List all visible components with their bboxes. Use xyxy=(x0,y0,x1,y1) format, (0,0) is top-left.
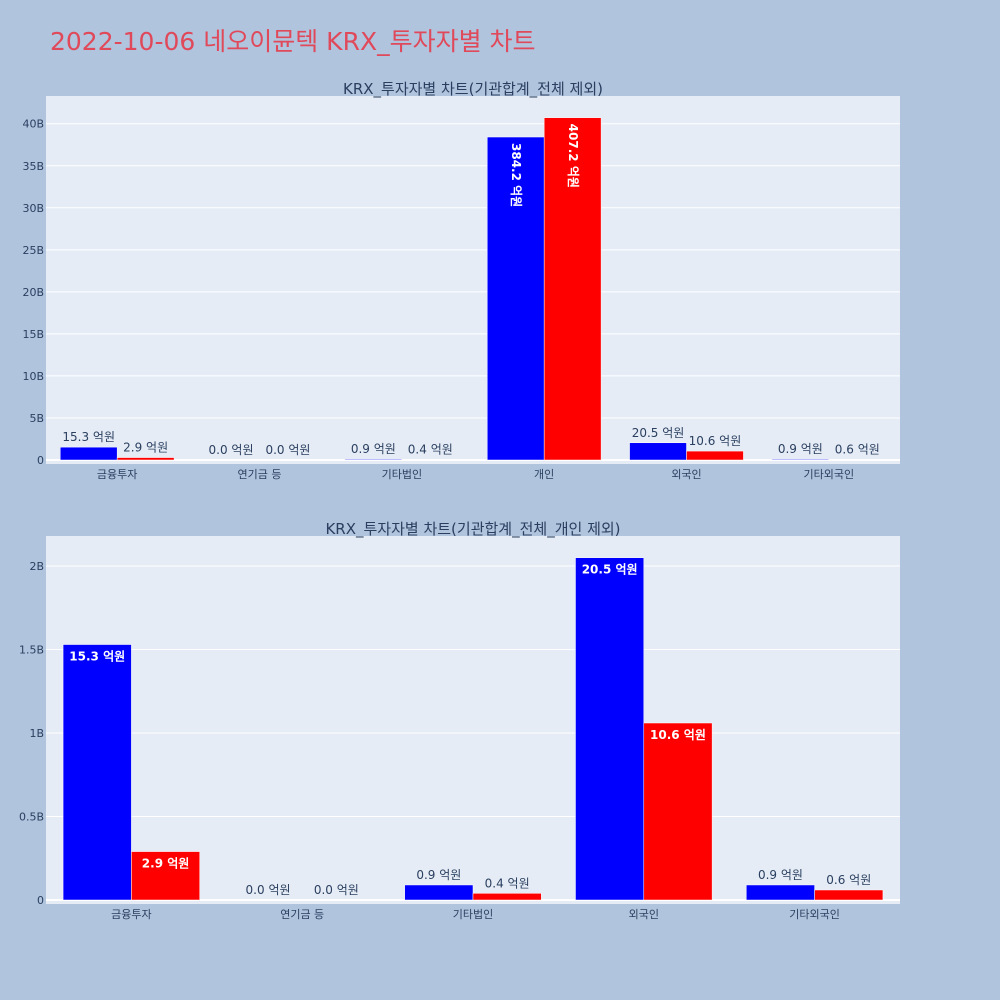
x-tick-label: 개인 xyxy=(534,468,554,481)
data-label: 0.9 억원 xyxy=(758,868,803,882)
data-label: 15.3 억원 xyxy=(62,430,115,444)
x-tick-label: 기타법인 xyxy=(382,468,422,481)
bar-기타외국인-2 xyxy=(828,459,887,461)
data-label: 0.0 억원 xyxy=(314,883,359,897)
x-tick-label: 금융투자 xyxy=(111,908,151,921)
y-tick-label: 0 xyxy=(37,894,44,907)
x-tick-label: 기타법인 xyxy=(453,908,493,921)
x-tick-label: 금융투자 xyxy=(97,468,137,481)
data-label: 0.6 억원 xyxy=(826,873,871,887)
bar-외국인-1 xyxy=(629,442,687,461)
data-label: 0.4 억원 xyxy=(408,443,453,457)
x-tick-label: 연기금 등 xyxy=(238,468,282,481)
plot-area-1 xyxy=(46,96,900,464)
data-label: 15.3 억원 xyxy=(69,650,125,664)
y-tick-label: 1.5B xyxy=(19,644,44,657)
y-tick-label: 0 xyxy=(37,454,44,467)
data-label: 0.9 억원 xyxy=(778,442,823,456)
x-tick-label: 기타외국인 xyxy=(804,468,855,481)
bar-기타법인-1 xyxy=(404,884,474,901)
y-tick-label: 2B xyxy=(29,560,44,573)
page-title: 2022-10-06 네오이뮨텍 KRX_투자자별 차트 xyxy=(50,27,536,56)
data-label: 0.0 억원 xyxy=(209,443,254,457)
bar-금융투자-2 xyxy=(116,457,175,461)
bar-외국인-2 xyxy=(686,450,744,461)
data-label: 0.0 억원 xyxy=(246,883,291,897)
data-label: 0.9 억원 xyxy=(416,868,461,882)
bar-기타법인-1 xyxy=(344,458,403,461)
y-tick-label: 15B xyxy=(22,328,44,341)
y-tick-label: 30B xyxy=(22,202,44,215)
x-tick-label: 외국인 xyxy=(629,908,659,921)
chart-title-1: KRX_투자자별 차트(기관합계_전체 제외) xyxy=(343,80,603,99)
bar-외국인-1 xyxy=(575,557,645,901)
x-tick-label: 기타외국인 xyxy=(789,908,840,921)
y-tick-label: 35B xyxy=(22,160,44,173)
bar-개인-1 xyxy=(486,136,545,461)
bar-기타법인-2 xyxy=(472,893,542,901)
data-label: 407.2 억원 xyxy=(566,124,580,188)
y-tick-label: 5B xyxy=(29,412,44,425)
data-label: 0.6 억원 xyxy=(835,442,880,456)
data-label: 0.0 억원 xyxy=(265,443,310,457)
data-label: 10.6 억원 xyxy=(650,728,706,742)
data-label: 0.4 억원 xyxy=(485,876,530,890)
bar-금융투자-1 xyxy=(59,446,118,461)
data-label: 20.5 억원 xyxy=(582,563,638,577)
y-tick-label: 10B xyxy=(22,370,44,383)
data-label: 10.6 억원 xyxy=(689,434,742,448)
plot-area-2 xyxy=(46,536,900,904)
data-label: 0.9 억원 xyxy=(351,442,396,456)
bar-기타외국인-1 xyxy=(746,884,815,901)
data-label: 2.9 억원 xyxy=(142,857,190,871)
y-tick-label: 40B xyxy=(22,118,44,131)
bar-기타외국인-2 xyxy=(814,889,884,901)
x-tick-label: 외국인 xyxy=(671,468,701,481)
y-tick-label: 25B xyxy=(22,244,44,257)
bar-외국인-2 xyxy=(643,722,713,901)
bar-금융투자-1 xyxy=(62,644,132,901)
bar-기타외국인-1 xyxy=(771,458,830,461)
data-label: 20.5 억원 xyxy=(632,426,685,440)
chart-title-2: KRX_투자자별 차트(기관합계_전체_개인 제외) xyxy=(325,520,620,539)
bar-개인-2 xyxy=(543,117,602,461)
y-tick-label: 0.5B xyxy=(19,811,44,824)
y-tick-label: 1B xyxy=(29,727,44,740)
y-tick-label: 20B xyxy=(22,286,44,299)
data-label: 2.9 억원 xyxy=(123,441,168,455)
x-tick-label: 연기금 등 xyxy=(280,908,324,921)
data-label: 384.2 억원 xyxy=(509,143,523,207)
bar-금융투자-2 xyxy=(131,851,200,901)
